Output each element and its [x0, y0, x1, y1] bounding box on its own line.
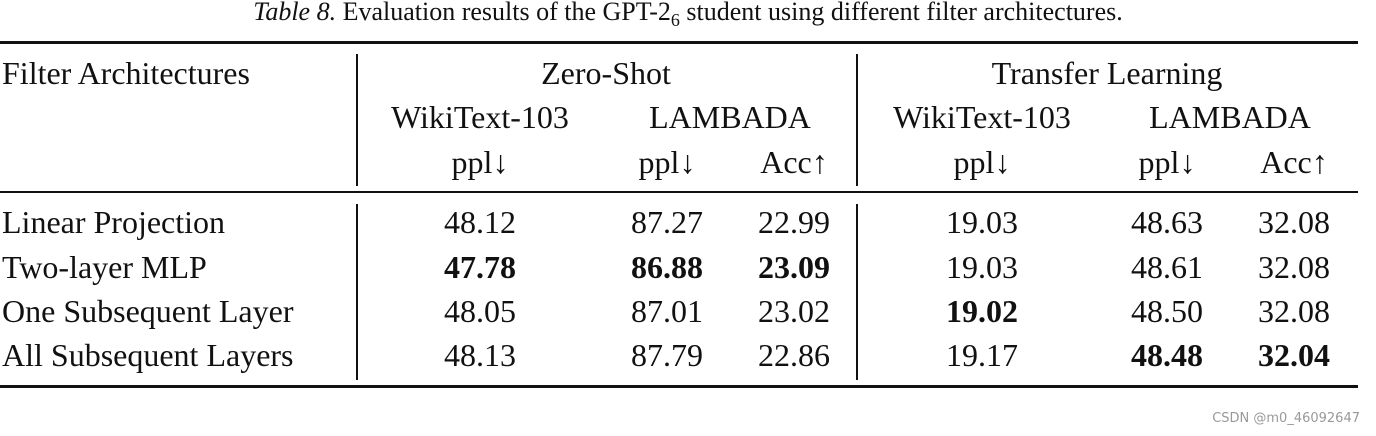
cell: 23.02	[758, 293, 830, 329]
watermark: CSDN @m0_46092647	[1212, 411, 1360, 426]
cell: 87.27	[631, 204, 703, 240]
mid-rule	[0, 191, 1358, 193]
dataset-header: WikiText-103	[391, 99, 569, 135]
dataset-header: LAMBADA	[649, 99, 811, 135]
cell: 23.09	[758, 249, 830, 285]
cell: 47.78	[444, 249, 516, 285]
caption-subscript: 6	[670, 10, 680, 31]
row-label: One Subsequent Layer	[2, 293, 294, 329]
cell: 19.17	[946, 337, 1018, 373]
column-divider	[356, 54, 358, 186]
cell: 87.01	[631, 293, 703, 329]
metric-header: ppl↓	[451, 144, 509, 180]
cell: 48.12	[444, 204, 516, 240]
cell: 32.08	[1258, 293, 1330, 329]
cell: 32.04	[1258, 337, 1330, 373]
metric-header: ppl↓	[638, 144, 696, 180]
cell: 48.48	[1131, 337, 1203, 373]
cell: 19.02	[946, 293, 1018, 329]
column-divider	[356, 204, 358, 380]
dataset-header: LAMBADA	[1149, 99, 1311, 135]
bottom-rule	[0, 385, 1358, 388]
metric-header: ppl↓	[1138, 144, 1196, 180]
cell: 32.08	[1258, 204, 1330, 240]
cell: 48.63	[1131, 204, 1203, 240]
caption-text: Evaluation results of the GPT-2	[342, 0, 671, 26]
column-divider	[856, 204, 858, 380]
cell: 48.05	[444, 293, 516, 329]
metric-header: ppl↓	[953, 144, 1011, 180]
row-label: Two-layer MLP	[2, 249, 207, 285]
group-header: Transfer Learning	[991, 55, 1223, 91]
metric-header: Acc↑	[760, 144, 828, 180]
cell: 87.79	[631, 337, 703, 373]
row-label: All Subsequent Layers	[2, 337, 294, 373]
cell: 22.99	[758, 204, 830, 240]
row-header: Filter Architectures	[2, 55, 250, 91]
cell: 48.13	[444, 337, 516, 373]
cell: 32.08	[1258, 249, 1330, 285]
group-header: Zero-Shot	[541, 55, 671, 91]
cell: 48.50	[1131, 293, 1203, 329]
caption-label: Table 8.	[253, 0, 337, 26]
cell: 19.03	[946, 204, 1018, 240]
dataset-header: WikiText-103	[893, 99, 1071, 135]
column-divider	[856, 54, 858, 186]
cell: 48.61	[1131, 249, 1203, 285]
top-rule	[0, 41, 1358, 44]
caption: Table 8. Evaluation results of the GPT-2…	[0, 0, 1376, 31]
metric-header: Acc↑	[1260, 144, 1328, 180]
row-label: Linear Projection	[2, 204, 226, 240]
cell: 19.03	[946, 249, 1018, 285]
caption-text: student using different filter architect…	[679, 0, 1123, 26]
cell: 22.86	[758, 337, 830, 373]
cell: 86.88	[631, 249, 703, 285]
